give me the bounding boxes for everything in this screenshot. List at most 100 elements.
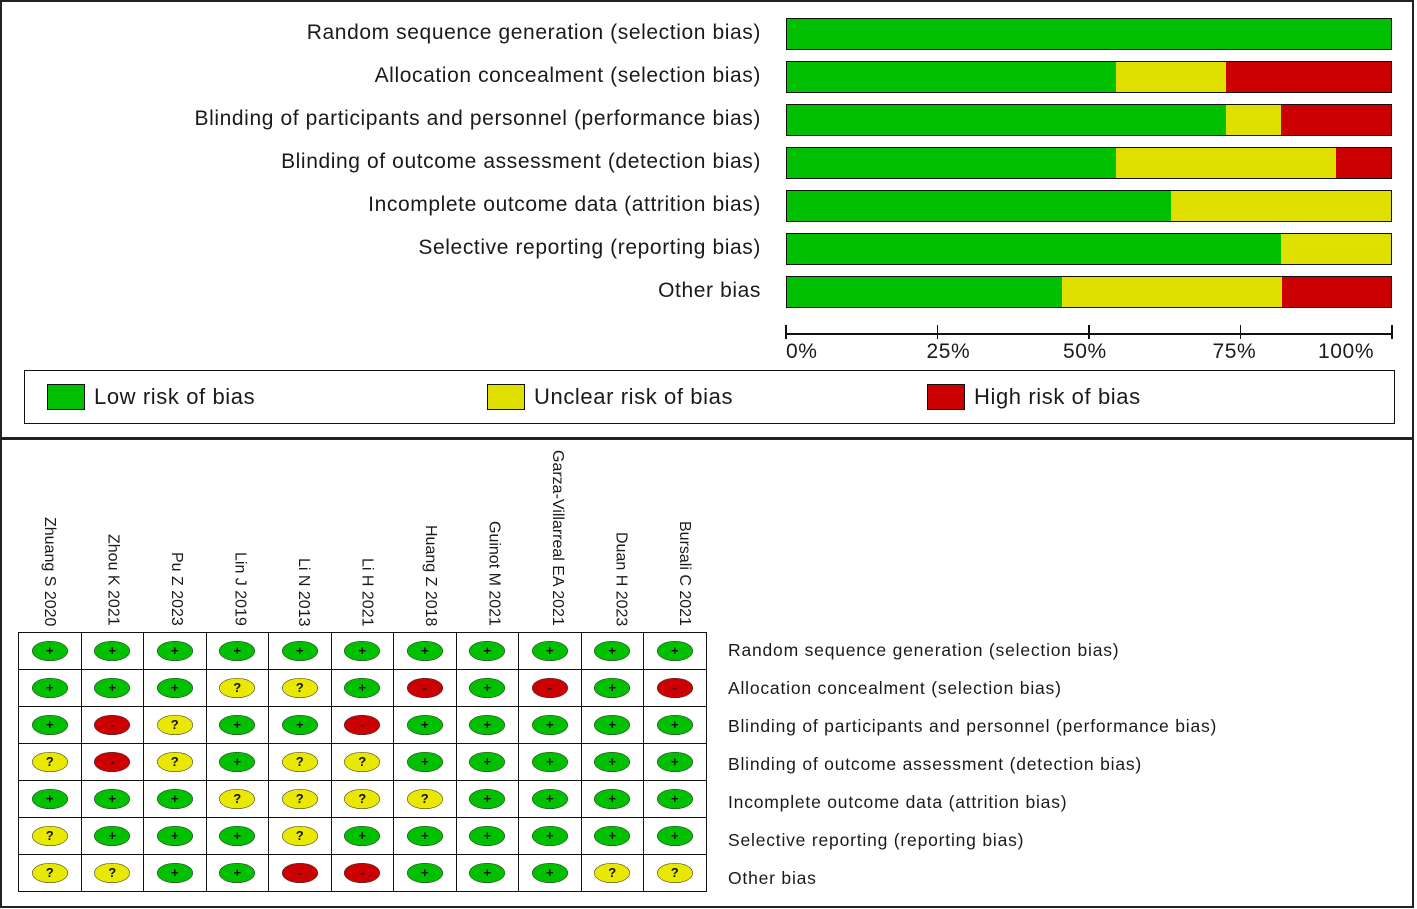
grid-cell: + <box>643 780 707 818</box>
grid-cell: + <box>143 817 207 855</box>
judgement-dot: + <box>594 678 631 698</box>
grid-cell: ? <box>580 854 644 892</box>
bar-label: Allocation concealment (selection bias) <box>374 64 761 87</box>
judgement-dot: ? <box>406 789 443 809</box>
judgement-dot: + <box>406 715 443 735</box>
grid-cell: ? <box>268 817 332 855</box>
grid-cell: + <box>580 632 644 670</box>
legend-label-low: Low risk of bias <box>94 384 256 409</box>
grid-cell: ? <box>143 743 207 781</box>
judgement-dot: + <box>656 715 693 735</box>
grid-cell: + <box>455 632 519 670</box>
judgement-dot: + <box>31 641 68 661</box>
judgement-dot: + <box>219 715 256 735</box>
judgement-dot: + <box>469 678 506 698</box>
grid-cell: + <box>393 706 457 744</box>
legend-swatch-unclear <box>487 384 525 410</box>
study-label: Huang Z 2018 <box>421 524 439 626</box>
grid-cell: + <box>643 632 707 670</box>
bar-segment <box>787 191 1172 221</box>
grid-cell: ? <box>80 854 144 892</box>
judgement-dot: ? <box>219 789 256 809</box>
grid-cell: + <box>455 706 519 744</box>
grid-cell: + <box>455 817 519 855</box>
grid-cell: + <box>393 854 457 892</box>
judgement-dot: ? <box>219 678 256 698</box>
judgement-dot: + <box>94 826 131 846</box>
judgement-dot: - <box>531 678 568 698</box>
judgement-dot: + <box>94 789 131 809</box>
judgement-dot: - <box>94 715 131 735</box>
grid-cell: + <box>330 669 394 707</box>
judgement-dot: ? <box>31 863 68 883</box>
grid-cell: + <box>205 632 269 670</box>
judgement-dot: + <box>281 641 318 661</box>
bar-row <box>786 233 1392 265</box>
grid-cell: + <box>18 706 82 744</box>
grid-cell: + <box>580 780 644 818</box>
grid-cell: + <box>455 780 519 818</box>
grid-cell: + <box>143 780 207 818</box>
judgement-dot: + <box>531 641 568 661</box>
grid-row-label: Incomplete outcome data (attrition bias) <box>728 792 1068 812</box>
grid-cell: + <box>393 632 457 670</box>
bar-label: Blinding of outcome assessment (detectio… <box>281 150 761 173</box>
grid-cell: + <box>518 706 582 744</box>
x-axis-tick-label: 100% <box>1318 340 1375 363</box>
study-label: Garza-Villarreal EA 2021 <box>548 450 566 626</box>
judgement-dot: + <box>656 752 693 772</box>
bar-row <box>786 104 1392 136</box>
grid-row: ?? + + - - + + +?? <box>18 854 707 892</box>
bar-label: Random sequence generation (selection bi… <box>306 21 761 44</box>
judgement-dot: ? <box>594 863 631 883</box>
x-axis-tick <box>1088 325 1090 339</box>
bar-segment <box>1226 62 1391 92</box>
judgement-dot: + <box>219 863 256 883</box>
grid-cell: ? <box>18 817 82 855</box>
x-axis-tick-label: 25% <box>926 340 971 363</box>
bar-segment <box>1116 148 1337 178</box>
judgement-dot: + <box>94 678 131 698</box>
bar-label: Incomplete outcome data (attrition bias) <box>368 193 761 216</box>
grid-cell: + <box>580 669 644 707</box>
grid-cell: - <box>393 669 457 707</box>
grid-cell: - <box>80 743 144 781</box>
judgement-dot: + <box>406 641 443 661</box>
judgement-dot: + <box>656 789 693 809</box>
x-axis-tick <box>1239 325 1242 339</box>
study-label: Pu Z 2023 <box>167 552 185 626</box>
bar-segment <box>1226 105 1282 135</box>
grid-cell: ? <box>18 854 82 892</box>
grid-cell: + <box>330 632 394 670</box>
grid-cell: + <box>518 817 582 855</box>
grid-cell: ? <box>268 669 332 707</box>
judgement-dot: + <box>469 826 506 846</box>
judgement-dot: ? <box>31 826 68 846</box>
judgement-dot: + <box>344 826 381 846</box>
grid-cell: + <box>268 632 332 670</box>
judgement-dot: - <box>406 678 443 698</box>
grid-cell: + <box>518 780 582 818</box>
bar-segment <box>1116 62 1227 92</box>
grid-cell: + <box>643 706 707 744</box>
bar-segment <box>787 234 1282 264</box>
judgement-dot: + <box>156 789 193 809</box>
grid-cell: + <box>643 817 707 855</box>
legend: Low risk of bias Unclear risk of bias Hi… <box>24 370 1395 424</box>
grid-cell: ? <box>268 743 332 781</box>
judgement-dot: + <box>219 752 256 772</box>
legend-item-unclear: Unclear risk of bias <box>487 383 733 411</box>
study-label: Lin J 2019 <box>231 552 249 626</box>
judgement-dot: + <box>531 715 568 735</box>
grid-cell: - <box>330 854 394 892</box>
study-label: Bursali C 2021 <box>675 521 693 626</box>
judgement-dot: + <box>94 641 131 661</box>
legend-swatch-low <box>47 384 85 410</box>
bar-label: Selective reporting (reporting bias) <box>418 236 761 259</box>
legend-label-unclear: Unclear risk of bias <box>534 384 734 409</box>
judgement-dot: + <box>531 789 568 809</box>
judgement-dot: - <box>344 715 381 735</box>
judgement-dot: + <box>344 678 381 698</box>
grid-cell: + <box>143 669 207 707</box>
grid-cell: ? <box>18 743 82 781</box>
